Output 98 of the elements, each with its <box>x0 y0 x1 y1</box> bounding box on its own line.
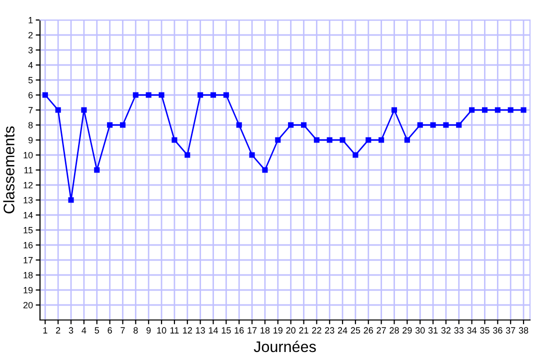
point <box>469 107 475 113</box>
point <box>249 152 255 158</box>
point <box>55 107 61 113</box>
x-tick-label: 7 <box>120 327 125 334</box>
y-tick-label: 18 <box>24 272 33 278</box>
y-tick-label: 5 <box>28 77 33 84</box>
x-tick-label: 23 <box>325 327 334 334</box>
x-tick-label: 21 <box>299 327 308 334</box>
x-tick-label: 16 <box>234 327 244 334</box>
x-tick-label: 14 <box>208 327 218 334</box>
x-tick-label: 10 <box>157 327 166 334</box>
x-tick-label: 4 <box>82 327 86 334</box>
point <box>404 137 410 143</box>
point <box>417 122 423 128</box>
x-tick-label: 22 <box>312 327 322 334</box>
point <box>326 137 332 143</box>
x-tick-label: 38 <box>518 327 528 334</box>
y-tick-label: 12 <box>24 182 33 188</box>
y-tick-label: 17 <box>24 257 33 264</box>
y-tick-label: 11 <box>24 167 33 174</box>
point <box>391 107 398 113</box>
point <box>81 107 87 113</box>
y-tick-label: 16 <box>24 242 33 248</box>
point <box>314 137 320 143</box>
x-tick-label: 30 <box>415 327 425 334</box>
y-tick-label: 4 <box>28 62 33 68</box>
y-tick-label: 8 <box>28 122 33 128</box>
x-tick-label: 11 <box>170 327 179 334</box>
x-tick-label: 15 <box>222 327 231 334</box>
point <box>378 137 384 143</box>
x-tick-label: 9 <box>146 327 151 334</box>
x-tick-label: 5 <box>94 327 100 334</box>
x-tick-label: 13 <box>196 327 205 334</box>
y-tick-label: 15 <box>24 227 33 234</box>
point <box>210 92 216 98</box>
x-tick-label: 31 <box>428 327 438 334</box>
point <box>520 107 526 113</box>
point <box>443 122 449 128</box>
y-tick-label: 9 <box>28 136 33 144</box>
point <box>172 137 178 143</box>
y-axis-title: Classements <box>3 126 14 214</box>
x-tick-label: 35 <box>480 327 490 334</box>
x-tick-label: 27 <box>376 327 386 334</box>
point <box>262 167 268 173</box>
point <box>456 122 462 128</box>
point <box>198 92 204 98</box>
point <box>42 92 48 98</box>
x-tick-label: 29 <box>402 327 412 334</box>
point <box>184 152 190 158</box>
point <box>275 137 281 143</box>
x-tick-label: 8 <box>134 327 138 334</box>
x-axis-title: Journées <box>254 340 316 352</box>
y-tick-label: 14 <box>24 212 33 218</box>
x-tick-label: 25 <box>350 327 360 334</box>
y-tick-label: 13 <box>24 196 33 204</box>
point <box>300 122 307 128</box>
point <box>494 107 500 113</box>
x-tick-label: 37 <box>506 327 516 334</box>
point <box>482 107 488 113</box>
point <box>352 152 358 158</box>
y-tick-label: 1 <box>28 17 33 24</box>
point <box>107 122 113 128</box>
point <box>146 92 152 98</box>
point <box>236 122 242 128</box>
x-tick-label: 6 <box>108 327 112 334</box>
point <box>366 137 372 143</box>
point <box>158 92 164 98</box>
y-tick-label: 2 <box>28 32 33 38</box>
y-tick-label: 6 <box>28 92 33 98</box>
x-tick-label: 32 <box>441 327 451 334</box>
x-tick-label: 26 <box>364 327 374 334</box>
x-tick-label: 1 <box>43 327 48 334</box>
x-tick-label: 18 <box>260 327 270 334</box>
y-tick-label: 19 <box>24 286 33 294</box>
point <box>223 92 229 98</box>
x-tick-label: 33 <box>454 327 464 334</box>
y-tick-label: 7 <box>28 107 33 114</box>
x-tick-label: 34 <box>467 327 477 334</box>
point <box>430 122 436 128</box>
x-tick-label: 17 <box>248 327 257 334</box>
point <box>94 167 100 173</box>
x-tick-label: 36 <box>493 327 502 334</box>
y-tick-label: 20 <box>23 302 33 308</box>
x-tick-label: 24 <box>338 327 348 334</box>
x-tick-label: 3 <box>68 327 74 334</box>
x-tick-label: 12 <box>183 327 192 334</box>
x-tick-label: 20 <box>286 327 296 334</box>
point <box>132 92 138 98</box>
point <box>68 197 74 203</box>
x-tick-label: 2 <box>56 327 60 334</box>
point <box>508 107 514 113</box>
x-tick-label: 28 <box>390 327 399 334</box>
y-tick-label: 3 <box>28 46 33 54</box>
point <box>340 137 346 143</box>
x-tick-label: 19 <box>274 327 282 334</box>
point <box>120 122 126 128</box>
point <box>288 122 294 128</box>
y-tick-label: 10 <box>24 152 33 158</box>
